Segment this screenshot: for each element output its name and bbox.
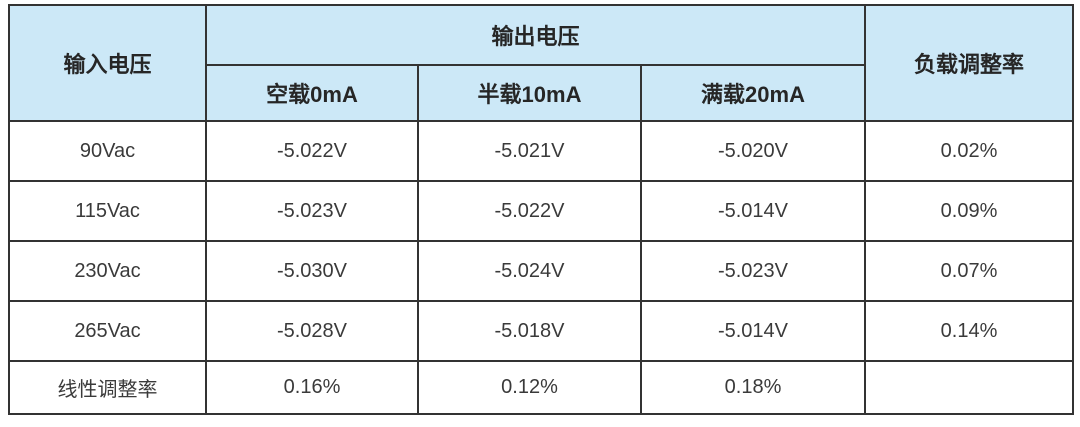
table-row: 230Vac -5.030V -5.024V -5.023V 0.07% <box>8 240 1075 302</box>
cell-half-load: -5.021V <box>417 120 642 182</box>
cell-no-load: -5.030V <box>205 240 419 302</box>
cell-load-regulation: 0.14% <box>864 300 1075 362</box>
cell-half-load: -5.024V <box>417 240 642 302</box>
cell-load-regulation: 0.09% <box>864 180 1075 242</box>
cell-full-load: -5.020V <box>639 120 867 182</box>
column-header-load-regulation: 负载调整率 <box>864 4 1075 122</box>
cell-input-voltage: 265Vac <box>8 300 207 362</box>
column-header-no-load: 空载0mA <box>205 64 419 122</box>
header-row-2: 空载0mA 半载10mA 满载20mA <box>9 64 1073 122</box>
column-header-input-voltage: 输入电压 <box>8 4 207 122</box>
cell-load-regulation: 0.07% <box>864 240 1075 302</box>
voltage-regulation-table: 输入电压 输出电压 负载调整率 空载0mA 半载10mA 满载20mA 90Va… <box>8 4 1075 415</box>
cell-load-regulation: 0.02% <box>864 120 1075 182</box>
cell-input-voltage: 90Vac <box>8 120 207 182</box>
table-row: 265Vac -5.028V -5.018V -5.014V 0.14% <box>8 300 1075 362</box>
cell-full-load: -5.014V <box>639 180 867 242</box>
cell-input-voltage: 230Vac <box>8 240 207 302</box>
cell-no-load: 0.16% <box>205 360 419 415</box>
header-row-1: 输入电压 输出电压 负载调整率 <box>8 4 1075 122</box>
column-header-full-load: 满载20mA <box>639 64 867 122</box>
column-header-half-load: 半载10mA <box>417 64 642 122</box>
cell-full-load: -5.014V <box>639 300 867 362</box>
table-row: 90Vac -5.022V -5.021V -5.020V 0.02% <box>8 120 1075 182</box>
cell-half-load: 0.12% <box>417 360 642 415</box>
column-header-output-voltage: 输出电压 <box>204 4 867 66</box>
cell-half-load: -5.022V <box>417 180 642 242</box>
cell-no-load: -5.023V <box>205 180 419 242</box>
cell-no-load: -5.022V <box>205 120 419 182</box>
cell-input-voltage: 115Vac <box>8 180 207 242</box>
cell-no-load: -5.028V <box>205 300 419 362</box>
table-row: 115Vac -5.023V -5.022V -5.014V 0.09% <box>8 180 1075 242</box>
cell-load-regulation-empty <box>864 360 1075 415</box>
cell-full-load: -5.023V <box>639 240 867 302</box>
table-row-line-regulation: 线性调整率 0.16% 0.12% 0.18% <box>8 360 1075 415</box>
cell-half-load: -5.018V <box>417 300 642 362</box>
cell-full-load: 0.18% <box>639 360 867 415</box>
cell-row-label: 线性调整率 <box>8 360 207 415</box>
